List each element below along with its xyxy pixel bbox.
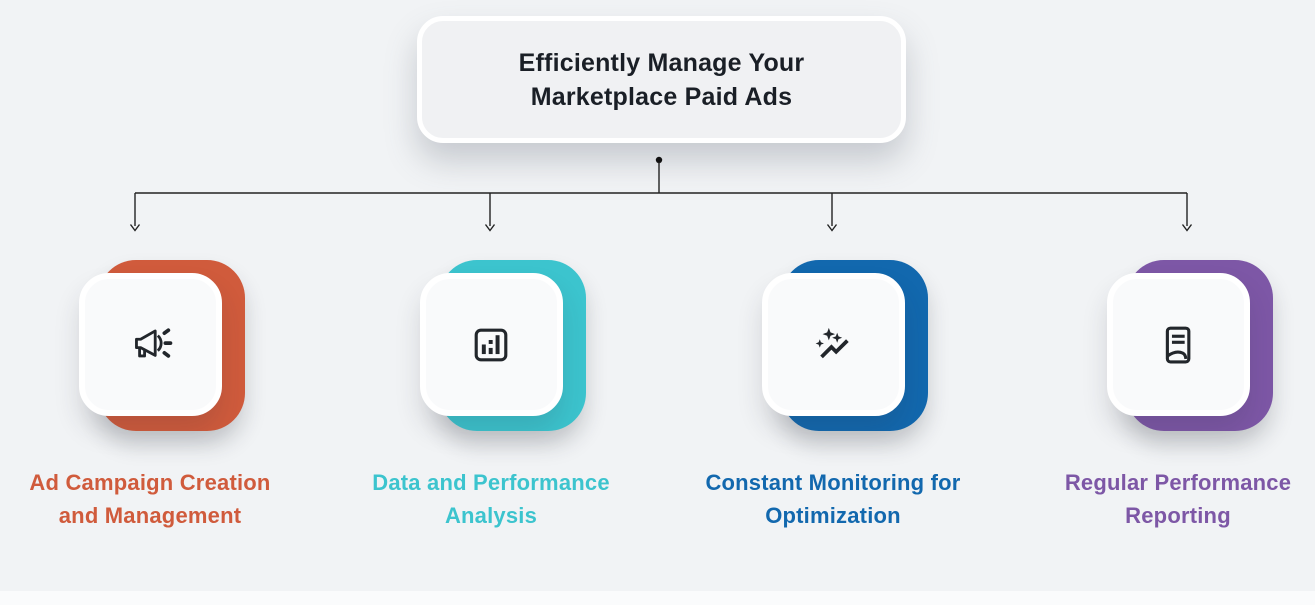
label-line2: and Management <box>58 503 242 528</box>
icon-card <box>1106 273 1250 416</box>
branch-label-reporting: Regular Performance Reporting <box>1008 466 1315 532</box>
header-title-line2: Marketplace Paid Ads <box>530 82 793 111</box>
sparkles-trend-icon <box>815 327 849 358</box>
label-line2: Analysis <box>444 503 538 528</box>
connector-dot <box>655 156 663 164</box>
label-line1: Regular Performance <box>1064 470 1292 495</box>
branch-card-monitoring <box>761 260 928 432</box>
icon-card <box>761 273 905 416</box>
bar-chart-icon <box>474 328 508 361</box>
arrowhead-icon <box>1181 224 1193 232</box>
arrowhead-icon <box>826 224 838 232</box>
branch-card-reporting <box>1106 260 1273 432</box>
label-line1: Data and Performance <box>372 470 610 495</box>
branch-card-ad-campaign <box>78 260 245 432</box>
label-line1: Ad Campaign Creation <box>29 470 271 495</box>
label-line2: Optimization <box>765 503 901 528</box>
branch-label-ad-campaign: Ad Campaign Creation and Management <box>0 466 320 532</box>
icon-card <box>78 273 222 416</box>
label-line2: Reporting <box>1125 503 1231 528</box>
document-report-icon <box>1165 326 1191 363</box>
icon-card <box>419 273 563 416</box>
header-title-box: Efficiently Manage Your Marketplace Paid… <box>417 16 906 143</box>
branch-label-data-analysis: Data and Performance Analysis <box>321 466 661 532</box>
bottom-edge-strip <box>0 591 1315 605</box>
header-title-line1: Efficiently Manage Your <box>518 48 805 77</box>
label-line1: Constant Monitoring for <box>705 470 961 495</box>
branch-label-monitoring: Constant Monitoring for Optimization <box>663 466 1003 532</box>
arrowhead-icon <box>129 224 141 232</box>
branch-card-data-analysis <box>419 260 586 432</box>
arrowhead-icon <box>484 224 496 232</box>
megaphone-icon <box>135 327 173 358</box>
